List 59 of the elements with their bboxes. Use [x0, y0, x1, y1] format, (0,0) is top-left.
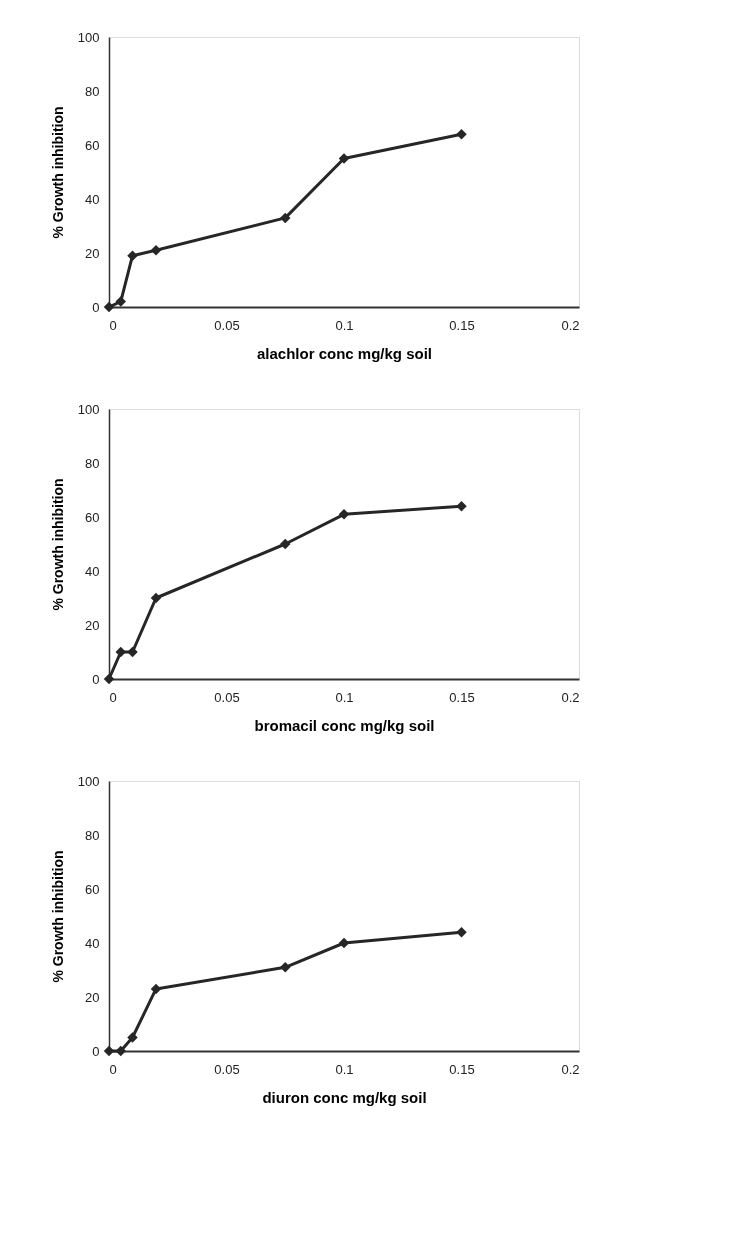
point	[338, 153, 350, 164]
y-tick-label: 60	[85, 509, 100, 525]
point	[280, 962, 291, 973]
x-tick-label: 0.05	[214, 317, 240, 333]
y-tick-label: 20	[85, 245, 100, 261]
y-tick-label: 60	[85, 137, 100, 153]
point	[338, 509, 350, 520]
y-tick-label: 80	[85, 827, 100, 843]
x-tick-label: 0.2	[561, 317, 580, 333]
x-axis-title: diuron conc mg/kg soil	[262, 1088, 427, 1106]
point	[456, 128, 467, 140]
y-tick-label: 100	[77, 401, 100, 417]
point	[115, 1045, 126, 1057]
y-tick-label: 80	[85, 455, 100, 471]
y-tick-label: 60	[85, 881, 100, 897]
point	[150, 592, 162, 604]
point	[456, 500, 467, 512]
x-tick-label: 0.15	[449, 689, 475, 705]
x-tick-label: 0	[109, 689, 117, 705]
point	[280, 538, 291, 550]
x-tick-label: 0.2	[561, 1061, 580, 1077]
y-axis-title: % Growth inhibition	[49, 106, 66, 239]
point	[127, 250, 138, 261]
x-tick-label: 0.1	[335, 1061, 354, 1077]
x-tick-label: 0.1	[335, 689, 354, 705]
y-tick-label: 80	[85, 83, 100, 99]
point	[280, 212, 291, 224]
point	[150, 983, 162, 995]
y-tick-label: 0	[92, 671, 100, 687]
point	[127, 646, 138, 658]
point	[115, 296, 126, 307]
point	[127, 1032, 138, 1043]
x-tick-label: 0.05	[214, 1061, 240, 1077]
y-tick-label: 40	[85, 191, 100, 207]
point	[103, 301, 115, 313]
y-tick-label: 40	[85, 935, 100, 951]
x-tick-label: 0	[109, 317, 117, 333]
y-tick-label: 0	[92, 299, 100, 315]
point	[115, 646, 126, 658]
point	[338, 937, 350, 949]
y-tick-label: 20	[85, 617, 100, 633]
x-tick-label: 0.15	[449, 1061, 475, 1077]
x-tick-label: 0.1	[335, 317, 354, 333]
y-tick-label: 0	[92, 1043, 100, 1059]
point	[456, 926, 467, 938]
y-axis-title: % Growth inhibition	[49, 850, 66, 983]
y-tick-label: 100	[77, 29, 100, 45]
x-tick-label: 0.2	[561, 689, 580, 705]
point	[150, 245, 162, 256]
y-tick-label: 100	[77, 773, 100, 789]
x-tick-label: 0	[109, 1061, 117, 1077]
y-tick-label: 40	[85, 563, 100, 579]
point	[103, 673, 115, 685]
x-axis-title: alachlor conc mg/kg soil	[256, 344, 433, 362]
y-axis-title: % Growth inhibition	[49, 478, 66, 611]
x-axis-title: bromacil conc mg/kg soil	[254, 716, 435, 734]
y-tick-label: 20	[85, 989, 100, 1005]
x-tick-label: 0.15	[449, 317, 475, 333]
x-tick-label: 0.05	[214, 689, 240, 705]
